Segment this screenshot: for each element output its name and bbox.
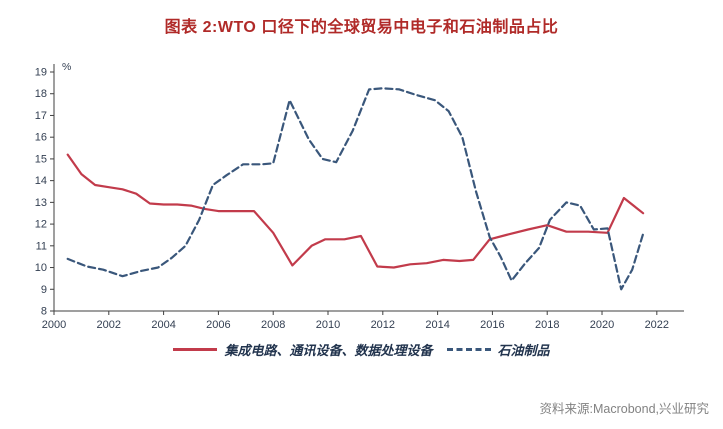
y-tick-label: 10 (35, 262, 47, 274)
y-tick-label: 13 (35, 197, 47, 209)
y-tick-label: 11 (36, 240, 47, 252)
legend-item-petroleum: 石油制品 (446, 340, 550, 359)
x-tick-label: 2012 (371, 319, 395, 331)
x-tick-label: 2006 (206, 319, 230, 331)
legend-dashed-line-icon (446, 348, 491, 351)
x-tick-label: 2010 (316, 319, 340, 331)
chart-title: 图表 2:WTO 口径下的全球贸易中电子和石油制品占比 (164, 19, 559, 36)
x-tick-label: 2004 (151, 319, 175, 331)
chart-legend: 集成电路、通讯设备、数据处理设备 石油制品 (0, 340, 723, 359)
x-tick-label: 2020 (590, 319, 614, 331)
line-chart: 8 9 10 11 12 13 14 15 16 17 18 19 2000 2002 2004 2006 20… (22, 52, 702, 342)
y-tick-label: 17 (35, 110, 47, 122)
y-tick-label: 15 (35, 153, 47, 165)
x-tick-label: 2002 (97, 319, 121, 331)
petroleum-line (66, 87, 645, 291)
x-tick-label: 2016 (480, 319, 504, 331)
y-tick-label: 8 (41, 306, 47, 318)
legend-label-petroleum: 石油制品 (497, 343, 550, 358)
y-tick-label: 19 (35, 67, 47, 79)
x-tick-label: 2000 (42, 319, 66, 331)
y-axis-unit-label: % (62, 61, 71, 73)
legend-label-electronics: 集成电路、通讯设备、数据处理设备 (224, 343, 433, 358)
y-tick-label: 18 (35, 88, 47, 100)
legend-item-electronics: 集成电路、通讯设备、数据处理设备 (173, 340, 433, 359)
x-tick-label: 2022 (645, 319, 669, 331)
source-note: 资料来源:Macrobond,兴业研究 (539, 402, 709, 416)
legend-solid-line-icon (173, 348, 218, 351)
x-tick-label: 2008 (261, 319, 285, 331)
chart-canvas: 8 9 10 11 12 13 14 15 16 17 18 19 2000 2002 2004 2006 20… (35, 61, 684, 331)
y-tick-label: 12 (35, 219, 47, 231)
x-tick-label: 2018 (535, 319, 559, 331)
y-tick-label: 9 (41, 284, 47, 296)
electronics-line (66, 153, 645, 269)
y-tick-label: 14 (35, 175, 47, 187)
y-tick-label: 16 (35, 132, 47, 144)
x-tick-label: 2014 (425, 319, 449, 331)
